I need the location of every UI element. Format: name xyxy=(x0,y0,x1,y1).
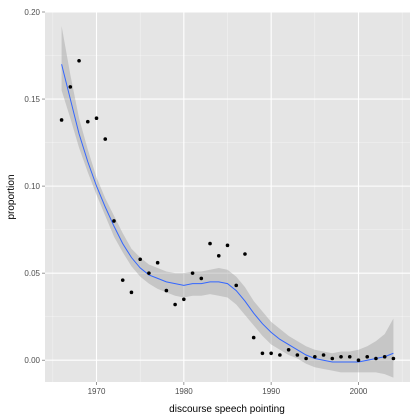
x-tick-label: 1990 xyxy=(262,387,280,396)
x-axis-ticks: 1970 1980 1990 2000 xyxy=(88,382,368,396)
data-point xyxy=(208,241,212,246)
data-point xyxy=(374,356,378,361)
data-point xyxy=(190,271,195,275)
data-point xyxy=(77,58,81,63)
data-point xyxy=(330,356,335,361)
x-tick-label: 2000 xyxy=(350,387,368,396)
data-point xyxy=(59,118,64,122)
data-point xyxy=(260,351,265,356)
y-tick-label: 0.00 xyxy=(24,356,40,365)
data-point xyxy=(286,347,291,352)
data-point xyxy=(304,356,308,361)
data-point xyxy=(313,354,317,359)
data-point xyxy=(94,116,99,121)
data-point xyxy=(68,85,73,89)
data-point xyxy=(365,354,370,359)
y-tick-label: 0.05 xyxy=(24,269,40,278)
data-point xyxy=(138,257,142,262)
data-point xyxy=(295,353,300,357)
data-point xyxy=(382,354,387,359)
data-point xyxy=(225,243,230,248)
y-tick-label: 0.15 xyxy=(24,95,40,104)
x-axis-title: discourse speech pointing xyxy=(169,404,285,415)
y-axis-ticks: 0.00 0.05 0.10 0.15 0.20 xyxy=(24,8,45,365)
y-tick-label: 0.10 xyxy=(24,182,40,191)
data-point xyxy=(278,353,282,357)
grid-lines xyxy=(45,11,410,382)
y-axis-title: proportion xyxy=(6,174,17,219)
data-point xyxy=(182,297,186,302)
data-point xyxy=(347,354,352,359)
data-point xyxy=(173,302,177,307)
x-tick-label: 1970 xyxy=(88,387,106,396)
data-point xyxy=(147,271,151,275)
data-point xyxy=(339,354,343,359)
data-point xyxy=(216,253,221,258)
data-points xyxy=(59,58,396,363)
data-point xyxy=(321,353,326,357)
data-point xyxy=(356,358,361,363)
data-point xyxy=(103,137,108,141)
data-point xyxy=(243,252,247,256)
data-point xyxy=(129,290,134,295)
smooth-trend-line xyxy=(61,64,394,363)
data-point xyxy=(391,356,396,361)
data-point xyxy=(199,276,204,281)
data-point xyxy=(155,260,160,265)
x-tick-label: 1980 xyxy=(175,387,193,396)
data-point xyxy=(112,219,116,223)
data-point xyxy=(120,278,125,282)
data-point xyxy=(251,335,256,340)
data-point xyxy=(85,119,90,124)
data-point xyxy=(164,288,169,293)
data-point xyxy=(234,283,239,288)
data-point xyxy=(269,351,273,356)
y-tick-label: 0.20 xyxy=(24,8,40,17)
